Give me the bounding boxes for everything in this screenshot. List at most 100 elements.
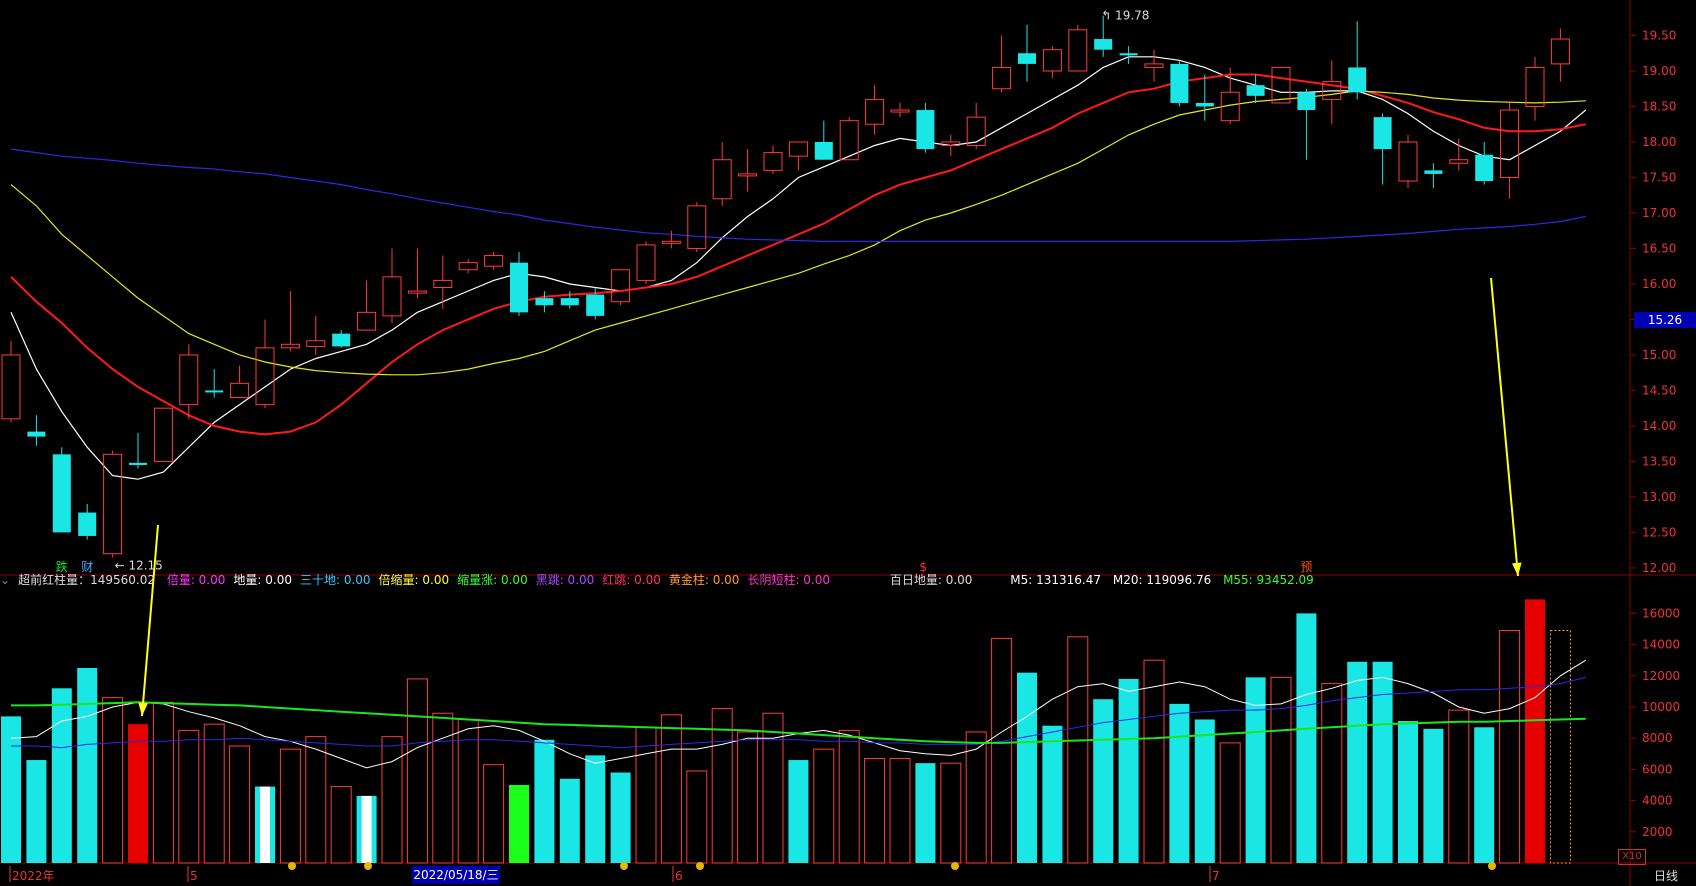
price-tick-label-10: 14.50 — [1642, 383, 1676, 397]
candle-body-29 — [738, 173, 758, 177]
volume-bar-37 — [940, 762, 962, 864]
candle-body-61 — [1550, 38, 1570, 65]
m5-value: 131316.47 — [1036, 573, 1102, 587]
volume-bar-56 — [1423, 728, 1444, 863]
indicator-item-6: 红跳: 0.00 — [602, 573, 661, 587]
candle-body-39 — [992, 66, 1012, 90]
indicator-item-4: 缩量涨: 0.00 — [457, 573, 528, 587]
candle-body-31 — [788, 141, 808, 157]
volume-bar-26 — [660, 714, 682, 864]
volume-bar-52 — [1321, 683, 1343, 864]
indicator-title[interactable]: 超前红柱量 — [18, 573, 79, 587]
candle-body-54 — [1373, 117, 1392, 150]
volume-bar-12 — [305, 736, 327, 864]
candle-body-17 — [433, 279, 453, 289]
volume-bar-44 — [1118, 678, 1139, 863]
volume-tick-label-6: 4000 — [1642, 794, 1673, 808]
event-marker-1: 财 — [81, 560, 93, 574]
volume-bar-33 — [838, 729, 860, 864]
price-tick-label-15: 12.00 — [1642, 561, 1676, 575]
volume-bar-1 — [26, 760, 47, 863]
volume-bar-22 — [559, 778, 580, 863]
candle-body-55 — [1398, 141, 1418, 182]
volume-bar-42 — [1067, 636, 1089, 864]
candle-body-16 — [407, 290, 427, 294]
candle-body-3 — [78, 512, 97, 536]
candle-body-22 — [560, 298, 579, 306]
indicator-item-8: 长阴短柱: 0.00 — [747, 573, 831, 587]
m20-label: M20: — [1112, 573, 1147, 587]
volume-bar-36 — [915, 763, 936, 863]
candle-body-60 — [1525, 66, 1545, 107]
price-tick-label-11: 14.00 — [1642, 419, 1676, 433]
volume-bar-7 — [178, 729, 200, 864]
candle-body-2 — [52, 454, 71, 533]
candle-body-28 — [712, 159, 732, 200]
low-price-label: ← 12.15 — [115, 558, 163, 572]
candle-body-5 — [129, 462, 147, 465]
candle-body-49 — [1246, 85, 1265, 96]
candle-body-51 — [1297, 92, 1316, 111]
volume-tick-label-7: 2000 — [1642, 825, 1673, 839]
indicator-item-5: 黑跳: 0.00 — [535, 573, 595, 587]
price-tick-label-5: 17.00 — [1642, 206, 1676, 220]
volume-bar-8 — [203, 723, 225, 864]
price-tick-label-4: 17.50 — [1642, 170, 1676, 184]
volume-bar-55 — [1398, 721, 1418, 863]
collapse-chevron-icon[interactable]: ⌄ — [0, 573, 11, 587]
event-marker-2: $ — [919, 560, 927, 574]
volume-bar-45 — [1143, 659, 1165, 864]
volume-bar-46 — [1169, 703, 1190, 863]
candle-body-43 — [1094, 39, 1113, 50]
volume-bar-29 — [737, 731, 759, 864]
volume-bar-11 — [279, 748, 301, 864]
high-price-label: ↰ 19.78 — [1101, 9, 1149, 23]
volume-bar-13 — [330, 786, 352, 864]
price-tick-label-0: 19.50 — [1642, 28, 1676, 42]
candle-body-9 — [230, 382, 250, 399]
ma-line-2 — [10, 90, 1586, 376]
price-tick-label-2: 18.50 — [1642, 99, 1676, 113]
volume-tick-label-1: 14000 — [1642, 638, 1680, 652]
annotation-arrow-2-head — [1512, 562, 1522, 576]
candle-body-4 — [103, 453, 123, 555]
volume-bar-54 — [1372, 661, 1393, 863]
volume-bar-35 — [889, 757, 911, 864]
time-event-dot-2 — [620, 862, 628, 870]
baseline-value: 0.00 — [945, 573, 973, 587]
candle-body-59 — [1500, 109, 1520, 178]
volume-bar-4 — [102, 697, 124, 864]
time-event-dot-1 — [364, 862, 372, 870]
price-tick-label-3: 18.00 — [1642, 135, 1676, 149]
volume-bar-60 — [1525, 599, 1545, 863]
candle-body-21 — [535, 298, 554, 306]
volume-bar-61 — [1549, 630, 1571, 864]
price-tick-label-1: 19.00 — [1642, 64, 1676, 78]
candle-body-25 — [636, 244, 656, 281]
candle-body-27 — [687, 205, 707, 249]
indicator-item-0: 倍量: 0.00 — [166, 573, 226, 587]
price-tick-label-6: 16.50 — [1642, 241, 1676, 255]
volume-bar-0 — [1, 716, 21, 863]
volume-bar-24 — [610, 772, 631, 863]
indicator-header: ⌄ 超前红柱量：149560.02 倍量: 0.00 地量: 0.00 三十地: 0.… — [0, 568, 1630, 592]
candle-body-7 — [179, 354, 199, 406]
volume-bar-49 — [1245, 677, 1266, 863]
candle-body-20 — [510, 262, 528, 313]
time-event-dot-4 — [951, 862, 959, 870]
volume-tick-label-3: 10000 — [1642, 700, 1680, 714]
volume-bar-27 — [686, 770, 708, 864]
candle-body-30 — [763, 152, 783, 171]
period-label[interactable]: 日线 — [1653, 869, 1678, 883]
indicator-item-2: 三十地: 0.00 — [299, 573, 371, 587]
indicator-item-1: 地量: 0.00 — [233, 573, 292, 587]
candle-body-53 — [1348, 67, 1367, 93]
volume-bar-core-10 — [260, 786, 270, 863]
candle-body-45 — [1144, 63, 1164, 68]
candle-body-36 — [916, 110, 935, 150]
volume-bar-9 — [229, 745, 251, 864]
volume-bar-3 — [77, 668, 98, 863]
price-tick-label-9: 15.00 — [1642, 348, 1676, 362]
candle-body-12 — [306, 340, 326, 347]
